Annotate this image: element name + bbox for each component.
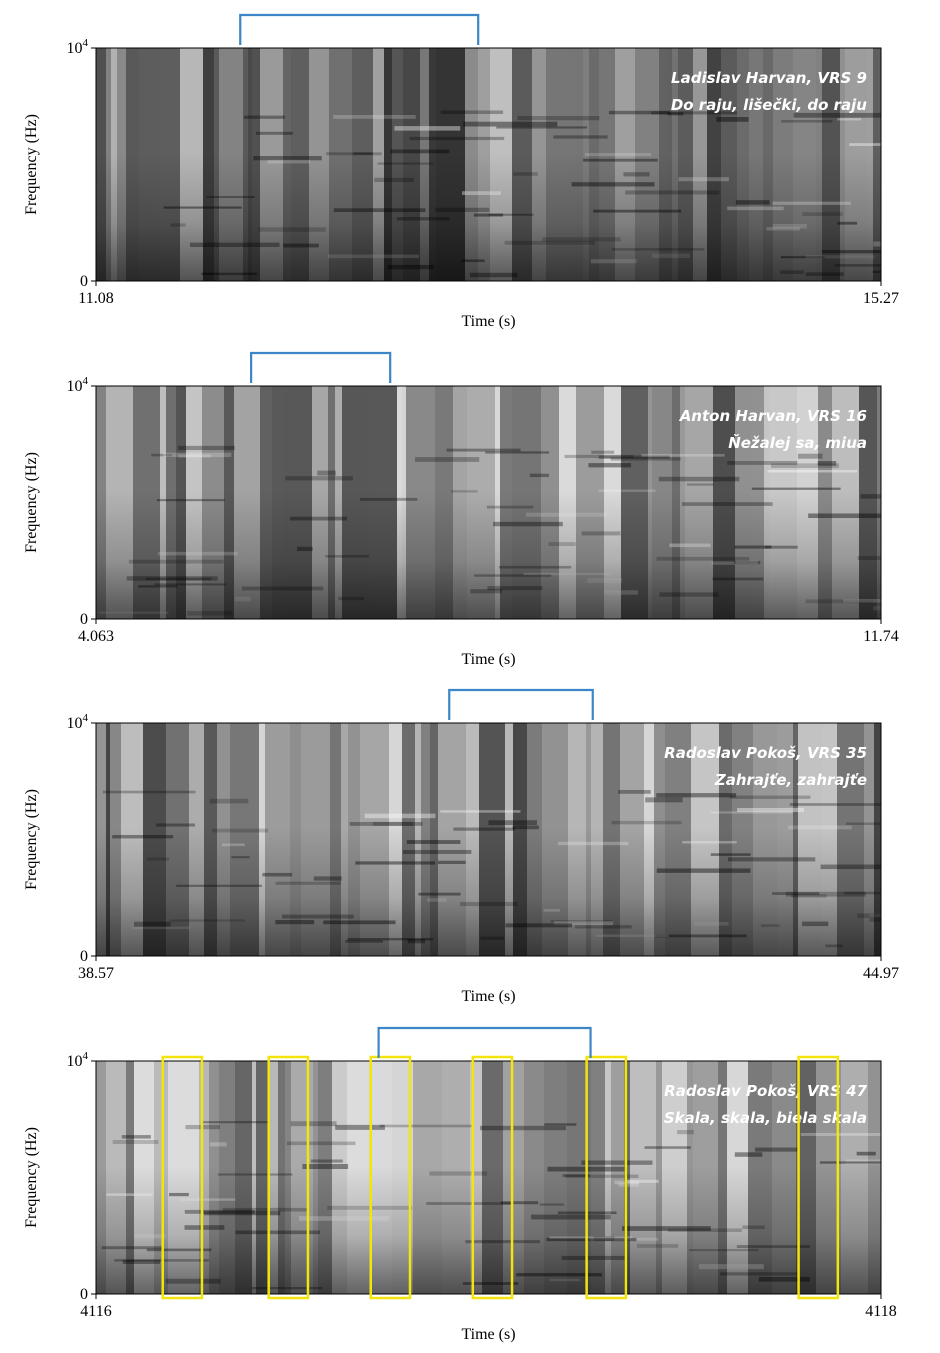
spectrogram-panel-2: 104 04.063 11.74 Time (s) Frequency (Hz) Anto… [23, 351, 899, 668]
y-tick-base: 10 [67, 715, 83, 732]
y-tick-exponent: 4 [83, 375, 89, 387]
y-tick-label-max: 104 [67, 712, 89, 732]
y-axis-label: Frequency (Hz) [23, 1127, 40, 1228]
y-tick-base: 10 [67, 378, 83, 395]
spectrogram-panel-3: 104 038.57 44.97 Time (s) Frequency (Hz) Rado… [23, 688, 899, 1005]
highlight-box-6 [797, 1055, 840, 1300]
highlight-box-4 [471, 1055, 514, 1300]
segment-bracket [250, 351, 392, 383]
segment-bracket [448, 688, 594, 720]
highlight-box-5 [585, 1055, 628, 1300]
panel-caption-line-1: Ladislav Harvan, VRS 9 [671, 69, 867, 87]
y-axis-label: Frequency (Hz) [23, 789, 40, 890]
spectrogram-panel-1: 104 011.08 15.27 Time (s) Frequency (Hz) Ladi… [23, 13, 899, 330]
panel-caption-line-2: Ňežalej sa, miua [728, 433, 867, 452]
y-axis-label: Frequency (Hz) [23, 114, 40, 215]
x-tick-label-start: 11.08 [78, 290, 113, 307]
plot-frame [95, 385, 882, 620]
x-tick-label-start: 4.063 [78, 628, 114, 645]
x-axis-label: Time (s) [461, 1326, 515, 1343]
y-tick-label-max: 104 [67, 375, 89, 395]
plot-frame [95, 722, 882, 957]
x-tick-label-end: 15.27 [863, 290, 899, 307]
highlight-box-3 [369, 1055, 412, 1300]
panel-caption-line-1: Radoslav Pokoš, VRS 35 [664, 744, 867, 762]
panel-caption-line-2: Do raju, lišečki, do raju [671, 96, 867, 114]
spectrogram-image [96, 1061, 881, 1294]
y-tick-label-zero: 0 [80, 611, 88, 628]
plot-frame [95, 47, 882, 282]
segment-bracket [377, 1026, 592, 1058]
spectrogram-image [96, 723, 881, 956]
y-tick-label-max: 104 [67, 1050, 89, 1070]
x-tick-label-end: 11.74 [863, 628, 898, 645]
y-tick-label-zero: 0 [80, 273, 88, 290]
x-tick-label-end: 4118 [865, 1303, 896, 1320]
x-axis-label: Time (s) [461, 313, 515, 330]
x-tick-label-start: 38.57 [78, 965, 114, 982]
segment-bracket [239, 13, 480, 45]
x-tick-label-end: 44.97 [863, 965, 899, 982]
spectrogram-image [96, 386, 881, 619]
plot-frame [95, 1060, 882, 1295]
y-axis-label: Frequency (Hz) [23, 452, 40, 553]
y-tick-label-zero: 0 [80, 948, 88, 965]
y-tick-label-max: 104 [67, 37, 89, 57]
spectrogram-image [96, 48, 881, 281]
highlight-box-1 [161, 1055, 204, 1300]
panel-caption-line-1: Anton Harvan, VRS 16 [679, 407, 867, 425]
panel-caption-line-2: Zahrajťe, zahrajťe [714, 771, 867, 789]
y-tick-label-zero: 0 [80, 1286, 88, 1303]
x-axis-label: Time (s) [461, 988, 515, 1005]
highlight-box-2 [267, 1055, 310, 1300]
y-tick-base: 10 [67, 1053, 83, 1070]
panel-caption-line-1: Radoslav Pokoš, VRS 47 [664, 1082, 867, 1100]
y-tick-exponent: 4 [83, 1050, 89, 1062]
panel-caption-line-2: Skala, skala, biela skala [664, 1109, 867, 1127]
y-tick-exponent: 4 [83, 712, 89, 724]
x-axis-label: Time (s) [461, 651, 515, 668]
y-tick-exponent: 4 [83, 37, 89, 49]
y-tick-base: 10 [67, 40, 83, 57]
x-tick-label-start: 4116 [80, 1303, 111, 1320]
